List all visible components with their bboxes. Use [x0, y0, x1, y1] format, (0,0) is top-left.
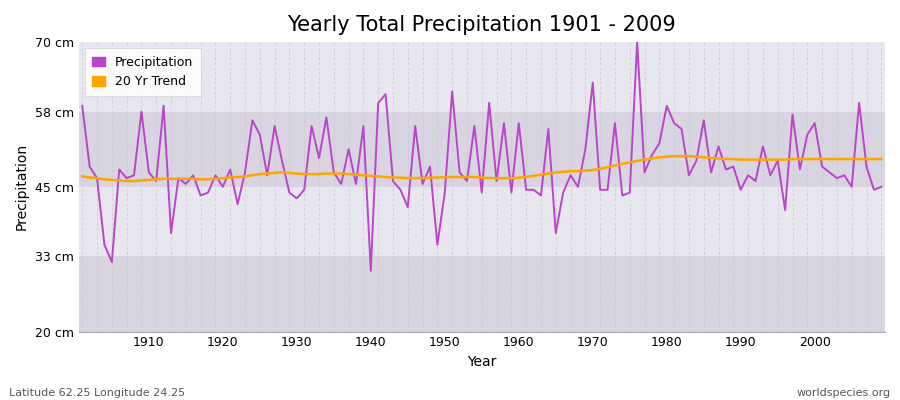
Precipitation: [632, 40, 643, 44]
20 Yr Trend: [513, 175, 524, 180]
20 Yr Trend: [306, 172, 317, 176]
Legend: Precipitation, 20 Yr Trend: Precipitation, 20 Yr Trend: [85, 48, 201, 96]
20 Yr Trend: [609, 163, 620, 168]
Title: Yearly Total Precipitation 1901 - 2009: Yearly Total Precipitation 1901 - 2009: [287, 15, 676, 35]
Precipitation: [299, 187, 310, 192]
20 Yr Trend: [876, 157, 886, 162]
Text: Latitude 62.25 Longitude 24.25: Latitude 62.25 Longitude 24.25: [9, 388, 185, 398]
Precipitation: [136, 109, 147, 114]
Text: worldspecies.org: worldspecies.org: [796, 388, 891, 398]
Precipitation: [76, 103, 87, 108]
20 Yr Trend: [669, 154, 680, 158]
20 Yr Trend: [143, 178, 154, 182]
Bar: [78, 112, 885, 187]
Y-axis label: Precipitation: Precipitation: [15, 143, 29, 230]
Precipitation: [343, 147, 354, 152]
Precipitation: [513, 121, 524, 126]
20 Yr Trend: [351, 172, 362, 177]
20 Yr Trend: [76, 174, 87, 179]
Line: Precipitation: Precipitation: [82, 42, 881, 271]
X-axis label: Year: Year: [467, 355, 497, 369]
Bar: [78, 256, 885, 332]
Precipitation: [876, 184, 886, 189]
Precipitation: [609, 121, 620, 126]
Bar: [78, 42, 885, 112]
Line: 20 Yr Trend: 20 Yr Trend: [82, 156, 881, 181]
Precipitation: [365, 268, 376, 273]
20 Yr Trend: [521, 175, 532, 180]
20 Yr Trend: [122, 179, 132, 184]
Bar: [78, 187, 885, 256]
Precipitation: [521, 187, 532, 192]
